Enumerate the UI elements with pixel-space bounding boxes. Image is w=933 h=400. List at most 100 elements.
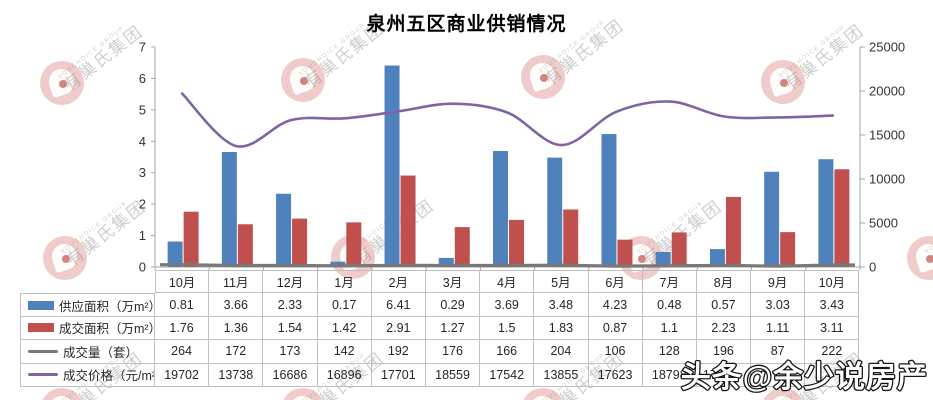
corner-watermark: 头条@余少说房产 [679, 359, 928, 396]
value-cell: 1.11 [751, 316, 806, 341]
bar-sold-area [834, 169, 850, 267]
bar-sold-area [292, 218, 308, 267]
bar-sold-area [509, 219, 524, 267]
y-axis-right-label: 15000 [869, 128, 905, 143]
y-axis-left-label: 2 [139, 197, 146, 212]
bar-sold-area [183, 211, 199, 267]
bar-sold-area [346, 222, 362, 267]
value-cell: 17 [696, 363, 752, 387]
value-cell: 3.48 [534, 293, 589, 317]
value-cell: 1.1 [642, 316, 697, 341]
value-cell: 13738 [209, 363, 264, 387]
bar-supply-area [493, 151, 508, 267]
table-corner-cell [20, 270, 155, 293]
brand-logo-dot [780, 79, 788, 87]
bar-sold-area [454, 227, 470, 267]
month-header-cell: 8月 [696, 270, 752, 294]
value-cell: 13855 [534, 363, 589, 387]
y-axis-left-label: 4 [139, 134, 146, 149]
bar-sold-area [780, 232, 796, 267]
legend-cell: 供应面积（万m²） [20, 293, 155, 317]
brand-logo-icon [521, 55, 565, 99]
value-cell: 1.76 [155, 316, 210, 341]
value-cell: 18559 [425, 363, 481, 387]
value-cell: 0.87 [588, 316, 643, 341]
value-cell: 6.41 [371, 293, 426, 317]
legend-label: 供应面积（万m²） [59, 299, 155, 314]
value-cell: 264 [155, 340, 210, 364]
month-header-cell: 9月 [751, 270, 806, 294]
bar-supply-area [438, 257, 454, 267]
value-cell: 0.17 [317, 293, 372, 317]
y-axis-left-label: 3 [139, 165, 146, 180]
value-cell [751, 363, 806, 387]
value-cell: 3.66 [209, 293, 264, 317]
value-cell: 1.27 [425, 316, 481, 341]
month-header-cell: 3月 [425, 270, 481, 294]
value-cell: 17542 [480, 363, 535, 387]
bar-supply-area [221, 151, 237, 267]
month-header-cell: 5月 [534, 270, 589, 294]
month-header-cell: 4月 [480, 270, 535, 294]
y-axis-right-label: 0 [869, 260, 876, 275]
brand-logo-dot [300, 77, 308, 85]
value-cell: 106 [588, 340, 643, 364]
value-cell [805, 363, 860, 387]
value-cell: 2.33 [263, 293, 318, 317]
corner-watermark-text: 头条@余少说房产 [681, 360, 928, 394]
legend-line-swatch-icon [28, 349, 58, 353]
bar-supply-area [818, 159, 834, 267]
legend-cell: 成交价格（元/m²） [20, 363, 155, 387]
legend-bar-swatch-icon [28, 323, 54, 333]
value-cell: 1.83 [534, 316, 589, 341]
value-cell: 128 [642, 340, 697, 364]
legend-label: 成交面积（万m²） [59, 322, 155, 337]
month-header-cell: 1月 [317, 270, 372, 294]
value-cell: 1.5 [480, 316, 535, 341]
value-cell: 4.23 [588, 293, 643, 317]
y-axis-right-label: 10000 [869, 172, 905, 187]
value-cell: 2.23 [696, 316, 752, 341]
legend-bar-swatch-icon [28, 300, 54, 310]
bar-supply-area [384, 65, 400, 268]
month-header-cell: 10月 [155, 270, 210, 294]
brand-logo-dot [638, 255, 646, 263]
y-axis-left-label: 7 [139, 40, 146, 55]
brand-logo-dot [62, 255, 70, 263]
brand-logo-icon [43, 236, 87, 280]
value-cell: 3.69 [480, 293, 535, 317]
month-header-cell: 2月 [371, 270, 426, 294]
legend-cell: 成交量（套） [20, 340, 155, 364]
chart-title: 泉州五区商业供销情况 [366, 14, 567, 35]
legend-label: 成交量（套） [63, 345, 139, 360]
value-cell: 176 [425, 340, 481, 364]
legend-label: 成交价格（元/m²） [63, 369, 154, 384]
brand-logo-dot [540, 74, 548, 82]
y-axis-right-label: 20000 [869, 84, 905, 99]
brand-logo-icon [40, 61, 84, 105]
bar-supply-area [167, 241, 183, 267]
value-cell: 173 [263, 340, 318, 364]
bar-sold-area [671, 232, 687, 267]
month-header-cell: 11月 [209, 270, 264, 294]
value-cell: 0.57 [696, 293, 752, 317]
bar-sold-area [237, 224, 253, 267]
value-cell: 3.11 [805, 316, 860, 341]
brand-logo-icon [521, 388, 565, 400]
value-cell: 142 [317, 340, 372, 364]
brand-logo-icon [281, 388, 325, 400]
month-header-cell: 10月 [805, 270, 860, 294]
bar-supply-area [601, 134, 617, 267]
bar-supply-area [655, 251, 671, 267]
value-cell: 16686 [263, 363, 318, 387]
value-cell: 17623 [588, 363, 643, 387]
y-axis-right-label: 25000 [869, 40, 905, 55]
bar-sold-area [725, 196, 741, 267]
bar-sold-area [563, 209, 579, 267]
value-cell: 18798 [642, 363, 697, 387]
bar-supply-area [276, 193, 292, 267]
value-cell: 192 [371, 340, 426, 364]
month-header-cell: 7月 [642, 270, 697, 294]
value-cell: 204 [534, 340, 589, 364]
bar-supply-area [709, 249, 725, 267]
